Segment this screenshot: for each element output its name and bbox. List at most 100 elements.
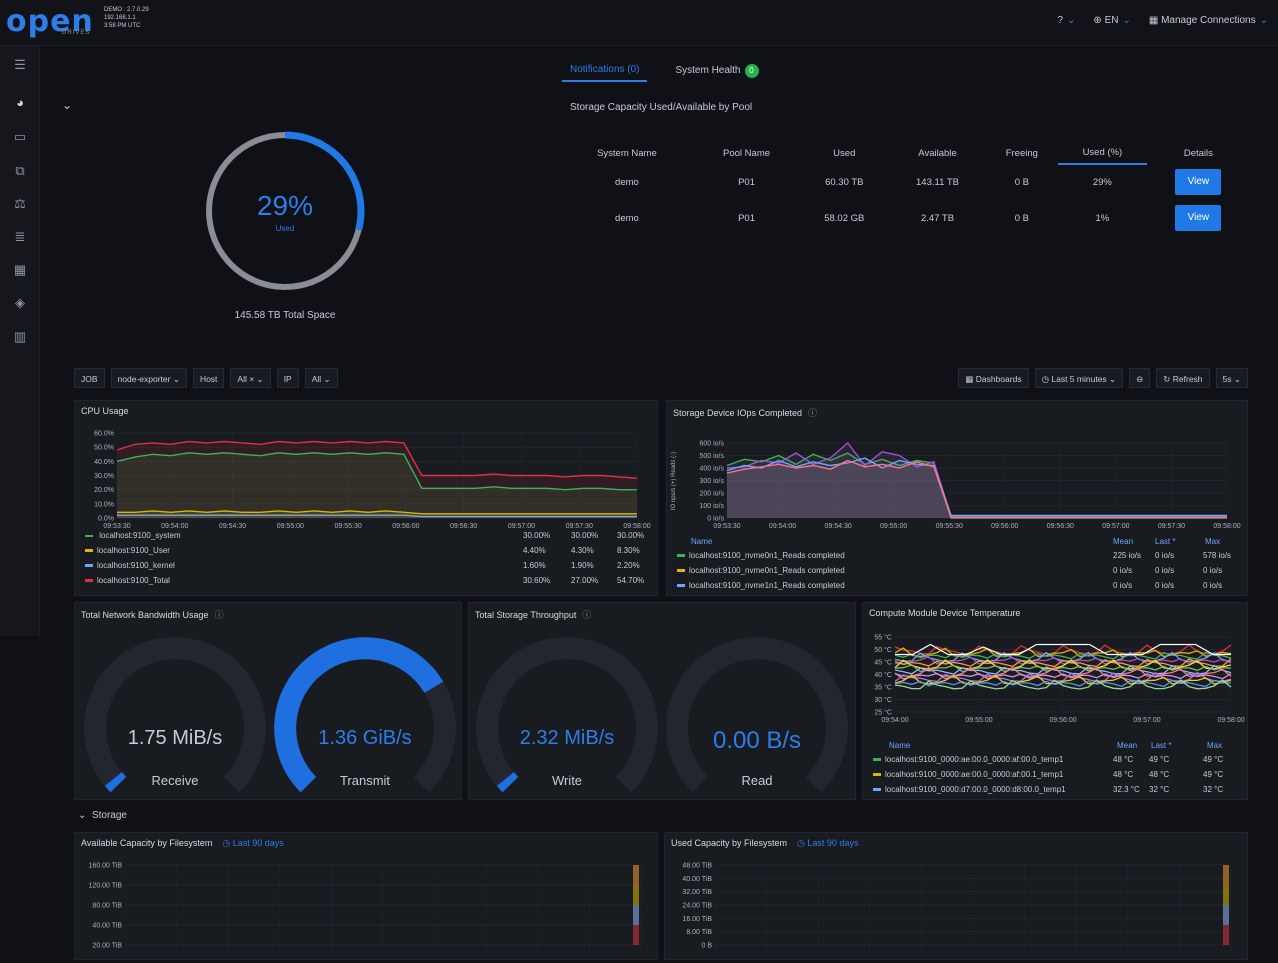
bar-segment: [1223, 905, 1229, 925]
legend-value: 32 °C: [1203, 785, 1224, 794]
series-line: [726, 457, 1227, 517]
range-label: Last 90 days: [232, 838, 284, 848]
legend-head-last[interactable]: Last *: [1151, 741, 1172, 750]
tab-label: System Health: [675, 65, 741, 76]
filter-host-label: Host: [192, 368, 225, 388]
column-header[interactable]: Available: [918, 147, 957, 159]
legend-header: Name Mean Last * Max: [691, 537, 1231, 546]
legend-value: 4.30%: [571, 546, 594, 555]
transmit-label: Transmit: [339, 773, 391, 788]
time-range-link[interactable]: ◷ Last 90 days: [222, 838, 284, 848]
legend-swatch: [85, 564, 93, 568]
list-icon[interactable]: ≣: [14, 229, 26, 244]
legend-item[interactable]: localhost:9100_0000:d7:00.0_0000:d8:00.0…: [873, 785, 1233, 794]
cell: demo: [615, 212, 639, 224]
legend-item[interactable]: localhost:9100_kernel 1.60% 1.90% 2.20%: [85, 561, 655, 570]
series-area: [727, 460, 1227, 518]
sidebar: ☰ ◕ ▭ ⧉ ⚖ ≣ ▦ ◈ ▥: [0, 46, 40, 636]
legend-name: localhost:9100_0000:ae:00.0_0000:af:00.0…: [885, 755, 1064, 764]
filter-job-select[interactable]: node-exporter ⌄: [110, 368, 187, 388]
menu-icon[interactable]: ☰: [14, 57, 26, 72]
filter-host-select[interactable]: All × ⌄: [230, 368, 271, 388]
panel-title-wrap: Total Network Bandwidth Usage ⓘ: [81, 608, 224, 621]
legend-name: localhost:9100_Total: [97, 576, 170, 585]
legend-item[interactable]: localhost:9100_nvme1n1_Reads completed 0 …: [677, 581, 1237, 590]
bar-segment: [1223, 865, 1229, 885]
gauge-track: [476, 637, 658, 793]
y-tick-label: 40 °C: [874, 671, 892, 679]
help-menu[interactable]: ? ⌄: [1057, 15, 1075, 26]
logo[interactable]: open: [6, 4, 94, 39]
dashboard-icon[interactable]: ◕: [16, 95, 24, 110]
calendar-icon[interactable]: ▦: [13, 262, 27, 277]
tab-system-health[interactable]: System Health 0: [667, 60, 766, 82]
legend-swatch: [873, 788, 881, 792]
view-button[interactable]: View: [1175, 205, 1222, 231]
y-tick-label: 120.00 TiB: [89, 883, 123, 890]
panel-title: Compute Module Device Temperature: [869, 608, 1021, 618]
legend-item[interactable]: localhost:9100_0000:ae:00.0_0000:af:00.1…: [873, 770, 1233, 779]
column-header[interactable]: Pool Name: [723, 147, 771, 159]
legend-head-last[interactable]: Last *: [1155, 537, 1176, 546]
help-icon: ?: [1057, 15, 1063, 26]
x-tick-label: 09:54:30: [219, 523, 246, 530]
legend-item[interactable]: localhost:9100_nvme0n1_Reads completed 22…: [677, 551, 1237, 560]
legend-swatch: [677, 569, 685, 573]
legend-item[interactable]: localhost:9100_0000:ae:00.0_0000:af:00.0…: [873, 755, 1233, 764]
bar-segment: [633, 885, 639, 905]
info-icon[interactable]: ⓘ: [582, 610, 592, 620]
chart-icon[interactable]: ▥: [13, 329, 27, 344]
info-icon[interactable]: ⓘ: [808, 408, 818, 418]
storage-section-toggle[interactable]: ⌄ Storage: [78, 810, 127, 821]
language-menu[interactable]: ⊕ EN ⌄: [1093, 15, 1130, 26]
legend-item[interactable]: localhost:9100_system 30.00% 30.00% 30.0…: [85, 531, 645, 540]
legend-head-max[interactable]: Max: [1207, 741, 1223, 750]
y-axis-label: IO ops/s (+) Reads (-): [671, 452, 677, 510]
collapse-chevron-icon[interactable]: ⌄: [62, 98, 73, 112]
time-range-label: Last 5 minutes: [1051, 374, 1107, 384]
legend-value: 225 io/s: [1113, 551, 1142, 560]
drive-icon[interactable]: ▭: [13, 129, 27, 144]
y-tick-label: 25 °C: [874, 709, 892, 717]
analytics-icon[interactable]: ⚖: [14, 196, 26, 211]
legend-item[interactable]: localhost:9100_nvme0n1_Reads completed 0 …: [677, 566, 1237, 575]
legend-head-mean[interactable]: Mean: [1117, 741, 1138, 750]
donut-svg: [205, 131, 365, 291]
manage-connections-label: Manage Connections: [1161, 15, 1256, 26]
cell: 2.47 TB: [920, 212, 955, 224]
zoom-out-button[interactable]: ⊖: [1129, 368, 1151, 388]
bar-segment: [633, 925, 639, 945]
legend-swatch: [677, 554, 685, 558]
legend-head-max[interactable]: Max: [1205, 537, 1221, 546]
view-button[interactable]: View: [1175, 169, 1222, 195]
legend-value: 578 io/s: [1203, 551, 1232, 560]
y-tick-label: 600 io/s: [699, 441, 724, 448]
y-tick-label: 16.00 TiB: [682, 916, 712, 923]
used-label: Used: [275, 224, 295, 233]
x-tick-label: 09:58:00: [623, 523, 650, 530]
legend-item[interactable]: localhost:9100_User 4.40% 4.30% 8.30%: [85, 546, 655, 555]
legend-head-mean[interactable]: Mean: [1113, 537, 1134, 546]
legend-item[interactable]: localhost:9100_Total 30.60% 27.00% 54.70%: [85, 576, 655, 585]
time-range-picker[interactable]: ◷ Last 5 minutes ⌄: [1034, 368, 1124, 388]
time-range-link[interactable]: ◷ Last 90 days: [797, 838, 859, 848]
refresh-button[interactable]: ↻ Refresh: [1156, 368, 1210, 388]
column-header[interactable]: System Name: [597, 147, 657, 159]
x-tick-label: 09:53:30: [103, 523, 130, 530]
column-header[interactable]: Freeing: [1005, 147, 1038, 159]
refresh-interval-select[interactable]: 5s ⌄: [1215, 368, 1248, 388]
y-tick-label: 0 B: [701, 943, 712, 950]
manage-connections-menu[interactable]: ▦ Manage Connections ⌄: [1149, 15, 1268, 26]
filter-ip-select[interactable]: All ⌄: [304, 368, 338, 388]
x-tick-label: 09:57:30: [566, 523, 593, 530]
column-header[interactable]: Used: [833, 147, 856, 159]
y-tick-label: 100 io/s: [699, 503, 724, 510]
info-icon[interactable]: ⓘ: [214, 610, 224, 620]
dashboards-button[interactable]: ▦ Dashboards: [958, 368, 1029, 388]
tab-notifications[interactable]: Notifications (0): [562, 60, 648, 82]
x-tick-label: 09:55:30: [936, 523, 963, 530]
column-header-sorted[interactable]: Used (%): [1057, 142, 1147, 165]
clock-icon: ◷: [1041, 374, 1049, 384]
layers-icon[interactable]: ◈: [15, 295, 25, 310]
network-icon[interactable]: ⧉: [15, 163, 25, 178]
